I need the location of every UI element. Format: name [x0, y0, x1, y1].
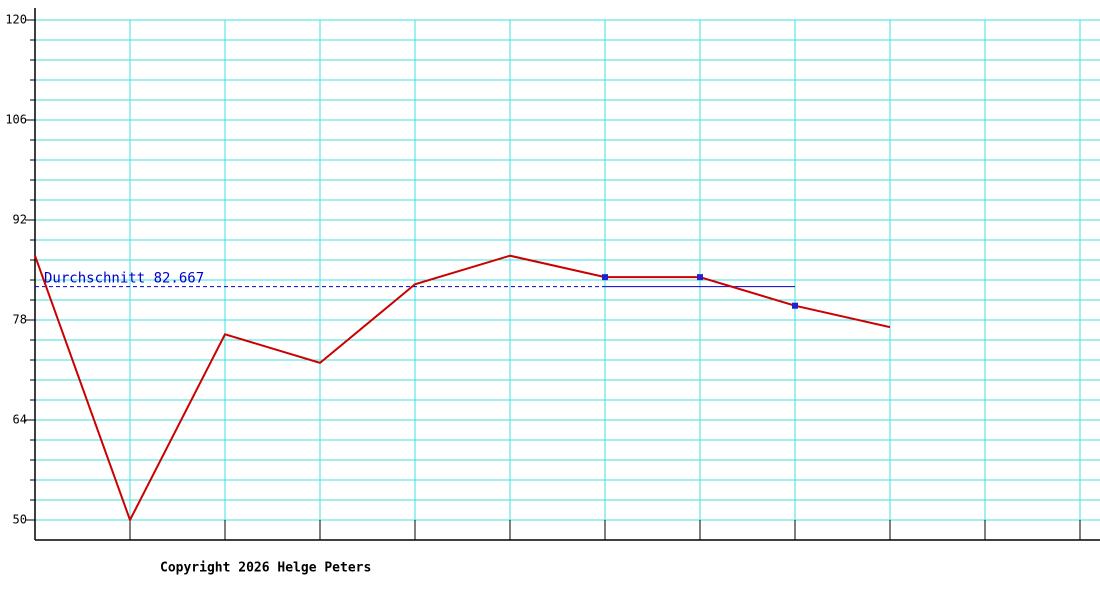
y-tick-label: 50: [13, 513, 27, 527]
highlight-point: [602, 274, 608, 281]
average-label: Durchschnitt 82.667: [44, 271, 204, 287]
highlight-point: [792, 302, 798, 309]
data-line: [34, 254, 891, 523]
y-tick-label: 92: [13, 213, 27, 227]
y-tick-label: 64: [13, 413, 27, 427]
footer: Copyright 2026 Helge Peters: [160, 561, 371, 576]
y-tick-label: 120: [5, 13, 27, 27]
highlight-point: [697, 274, 703, 281]
y-tick-label: 106: [5, 113, 27, 127]
y-tick-label: 78: [13, 313, 27, 327]
